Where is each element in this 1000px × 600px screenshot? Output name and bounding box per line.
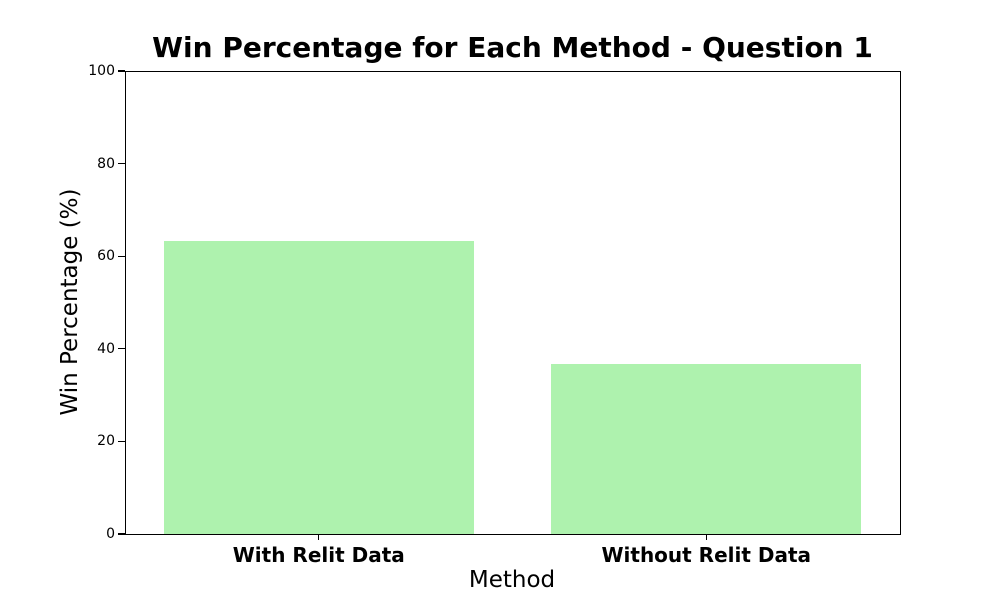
y-tick-mark (118, 255, 125, 257)
y-tick-label: 20 (97, 433, 115, 450)
y-tick-mark (118, 348, 125, 350)
y-tick-mark (118, 440, 125, 443)
plot-frame (125, 71, 901, 535)
x-tick-label: Without Relit Data (601, 543, 812, 567)
bar (551, 364, 862, 534)
y-tick-label: 0 (106, 526, 115, 542)
y-tick-label: 100 (88, 63, 115, 79)
x-tick-mark (705, 534, 707, 540)
bar (163, 240, 474, 534)
y-axis-label: Win Percentage (%) (57, 188, 83, 416)
x-tick-label: With Relit Data (232, 543, 405, 567)
chart-title: Win Percentage for Each Method - Questio… (152, 31, 873, 64)
y-tick-label: 40 (97, 340, 115, 357)
x-tick-mark (318, 534, 320, 540)
y-tick-mark (118, 70, 125, 72)
y-tick-label: 80 (97, 155, 115, 172)
x-axis-label: Method (468, 567, 556, 593)
y-tick-mark (118, 162, 125, 165)
y-tick-mark (118, 533, 125, 535)
y-tick-label: 60 (97, 248, 115, 265)
